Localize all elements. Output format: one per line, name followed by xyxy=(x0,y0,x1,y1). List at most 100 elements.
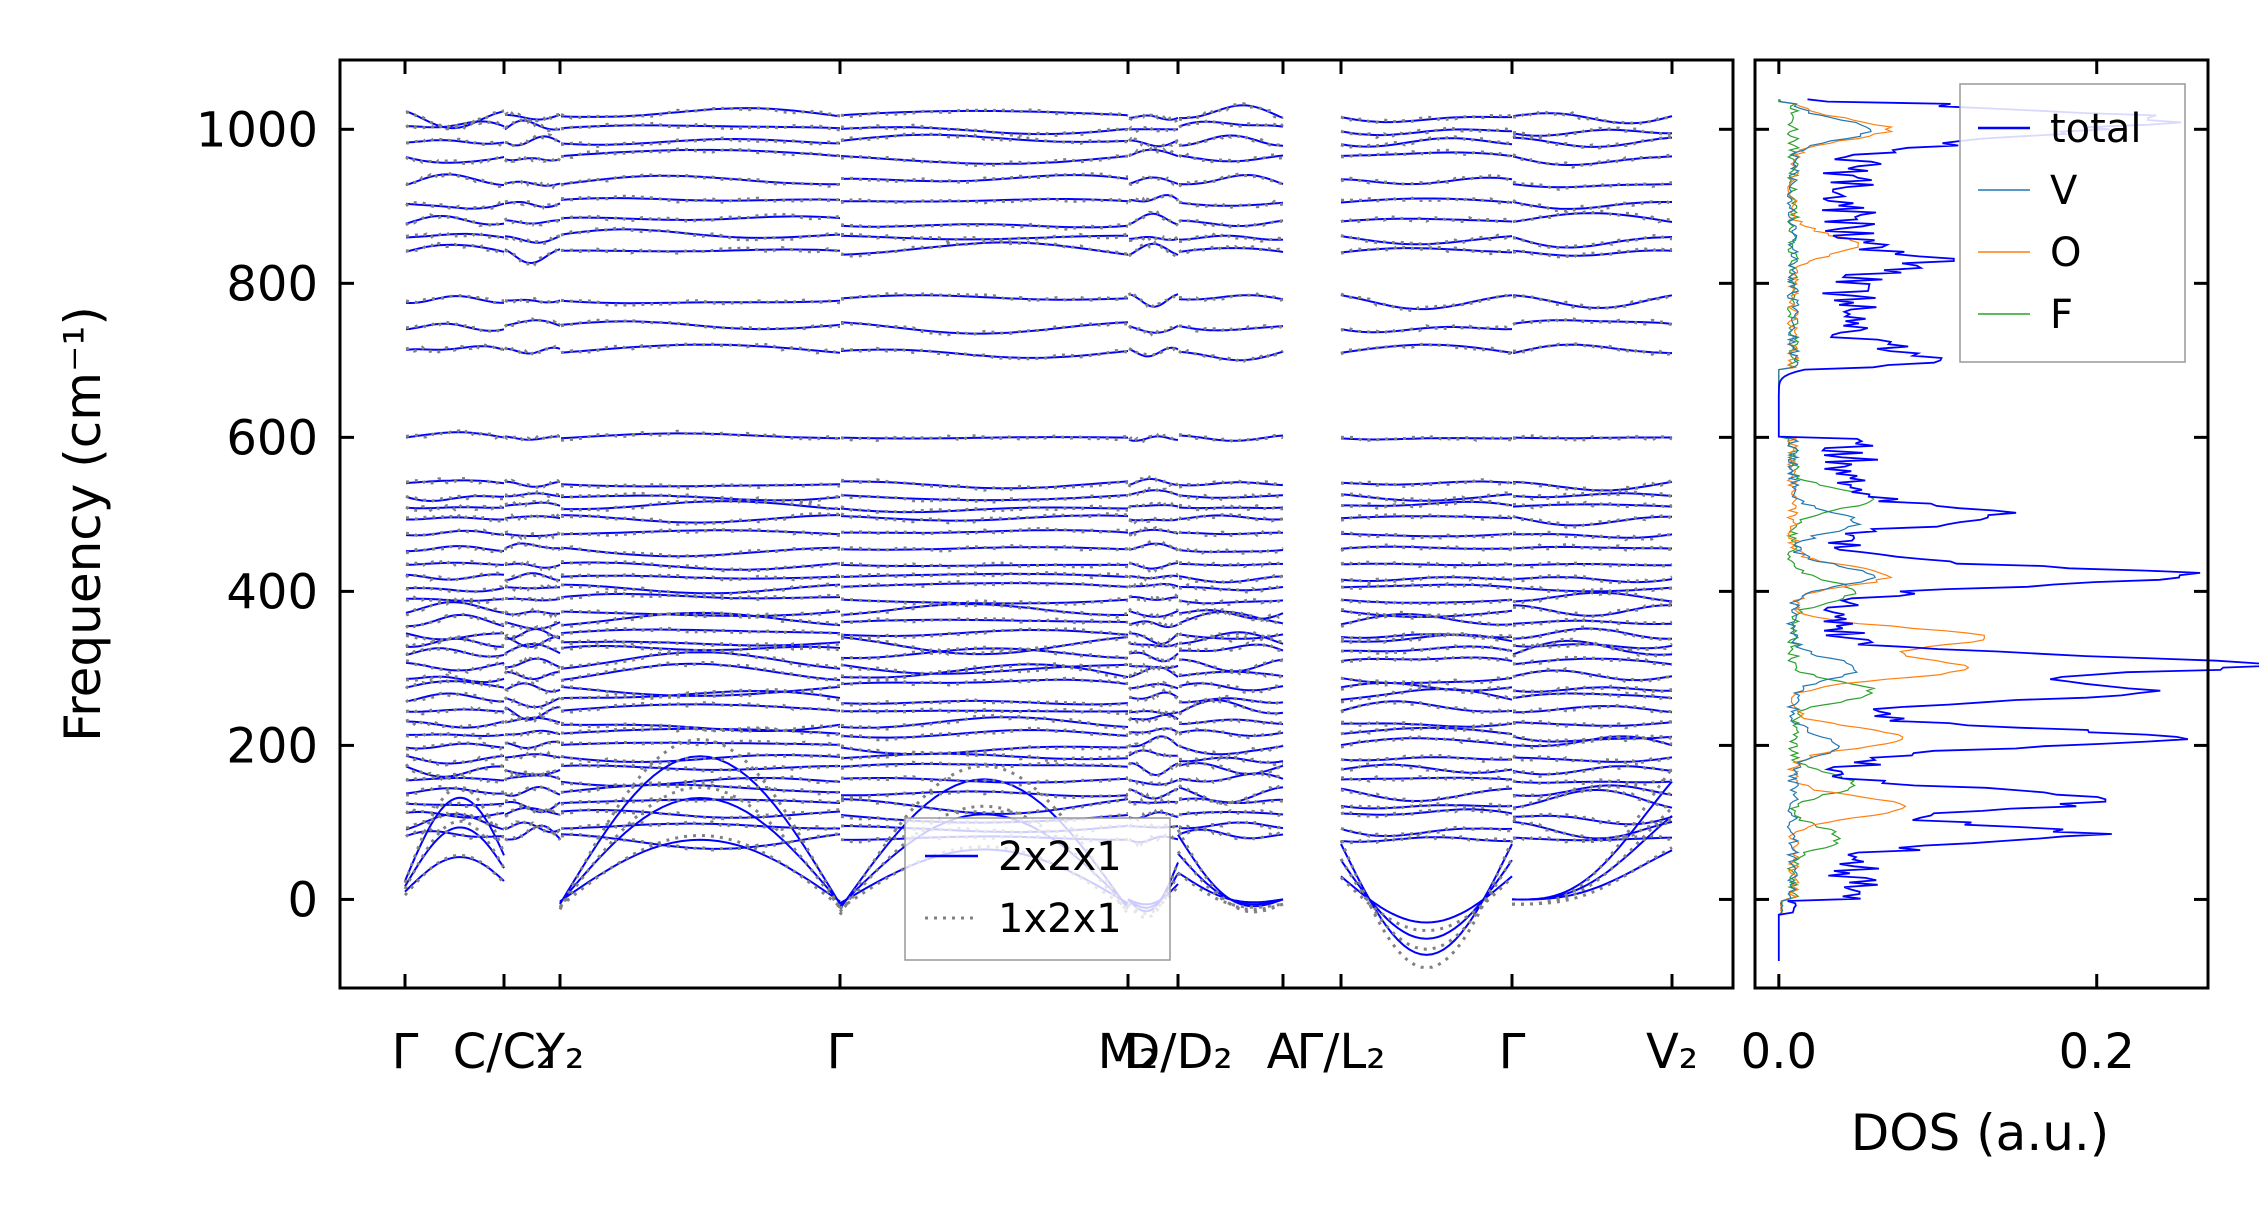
band-branch-1x2x1 xyxy=(840,131,1129,146)
band-branch-2x2x1 xyxy=(560,215,841,222)
band-branch-1x2x1 xyxy=(560,482,841,490)
band-branch-2x2x1 xyxy=(1512,669,1673,682)
band-branch-1x2x1 xyxy=(1512,818,1673,843)
band-branch-1x2x1 xyxy=(840,543,1129,553)
band-branch-2x2x1 xyxy=(1512,155,1673,166)
band-branch-1x2x1 xyxy=(1178,743,1284,758)
band-branch-1x2x1 xyxy=(1178,770,1284,785)
band-branch-1x2x1 xyxy=(560,429,841,442)
band-branch-1x2x1 xyxy=(1179,658,1284,675)
band-branch-1x2x1 xyxy=(504,798,561,815)
band-branch-1x2x1 xyxy=(503,624,561,642)
band-branch-2x2x1 xyxy=(1512,604,1672,617)
band-branch-1x2x1 xyxy=(405,774,505,784)
band-branch-1x2x1 xyxy=(1512,530,1673,542)
band-branch-1x2x1 xyxy=(1178,573,1284,585)
band-branch-1x2x1 xyxy=(1178,492,1284,502)
acoustic-branch-2x2x1 xyxy=(1511,780,1673,901)
band-branch-2x2x1 xyxy=(1340,197,1513,204)
band-branch-1x2x1 xyxy=(841,633,1129,656)
band-branch-1x2x1 xyxy=(1340,762,1513,776)
band-branch-1x2x1 xyxy=(840,645,1129,661)
band-branch-2x2x1 xyxy=(1340,804,1513,810)
band-branch-1x2x1 xyxy=(1340,342,1513,356)
band-branch-1x2x1 xyxy=(504,246,562,267)
band-branch-1x2x1 xyxy=(840,108,1129,119)
band-branch-1x2x1 xyxy=(840,616,1129,626)
band-branch-1x2x1 xyxy=(405,808,505,822)
band-branch-1x2x1 xyxy=(840,222,1129,231)
band-branch-1x2x1 xyxy=(1512,543,1673,552)
band-branch-1x2x1 xyxy=(1512,655,1673,666)
band-branch-1x2x1 xyxy=(560,807,841,821)
band-branch-2x2x1 xyxy=(560,483,841,488)
band-branch-1x2x1 xyxy=(1178,102,1284,122)
band-branch-1x2x1 xyxy=(405,731,505,740)
k-point-label: M₂ xyxy=(1098,1024,1159,1080)
band-branch-2x2x1 xyxy=(560,662,841,681)
band-branch-2x2x1 xyxy=(1512,294,1673,310)
band-branch-1x2x1 xyxy=(405,293,504,305)
band-branch-1x2x1 xyxy=(1512,624,1673,641)
band-branch-2x2x1 xyxy=(1512,789,1673,809)
band-branch-1x2x1 xyxy=(1127,572,1179,582)
dos-x-tick-label: 0.2 xyxy=(2059,1024,2135,1080)
dos-curve-f xyxy=(1778,99,1877,961)
band-branch-2x2x1 xyxy=(840,514,1129,522)
band-branch-1x2x1 xyxy=(840,570,1129,580)
band-branch-1x2x1 xyxy=(1340,244,1513,256)
band-branch-1x2x1 xyxy=(840,662,1129,677)
band-branch-1x2x1 xyxy=(560,687,841,702)
band-branch-1x2x1 xyxy=(560,701,841,714)
band-branch-1x2x1 xyxy=(560,212,841,224)
band-branch-2x2x1 xyxy=(1340,787,1513,802)
y-axis-label: Frequency (cm⁻¹) xyxy=(54,306,112,742)
band-branch-2x2x1 xyxy=(560,703,841,712)
band-branch-1x2x1 xyxy=(1127,607,1180,622)
k-point-label: A xyxy=(1267,1024,1300,1080)
band-branch-1x2x1 xyxy=(840,123,1129,138)
band-branch-1x2x1 xyxy=(1340,292,1513,313)
band-branch-1x2x1 xyxy=(840,154,1129,168)
band-branch-2x2x1 xyxy=(560,822,840,830)
band-branch-2x2x1 xyxy=(1512,756,1673,763)
band-branch-2x2x1 xyxy=(560,107,841,118)
band-branch-1x2x1 xyxy=(1178,232,1284,243)
band-branch-1x2x1 xyxy=(1128,663,1179,681)
band-branch-2x2x1 xyxy=(1340,645,1513,653)
acoustic-branch-1x2x1 xyxy=(1339,858,1514,951)
band-branch-2x2x1 xyxy=(504,785,561,797)
band-branch-1x2x1 xyxy=(1512,783,1673,799)
band-branch-1x2x1 xyxy=(405,706,505,716)
band-branch-1x2x1 xyxy=(405,153,505,166)
dos-curve-total xyxy=(1777,98,2259,961)
band-branch-1x2x1 xyxy=(840,750,1129,762)
band-branch-2x2x1 xyxy=(405,506,505,510)
band-branch-1x2x1 xyxy=(560,572,841,582)
band-branch-1x2x1 xyxy=(405,213,505,228)
band-branch-1x2x1 xyxy=(504,583,561,593)
band-branch-1x2x1 xyxy=(840,760,1129,771)
k-point-label: Γ/L₂ xyxy=(1297,1024,1386,1080)
band-branch-2x2x1 xyxy=(560,685,841,697)
band-branch-1x2x1 xyxy=(405,109,505,131)
band-branch-1x2x1 xyxy=(560,559,841,573)
band-branch-2x2x1 xyxy=(560,546,841,558)
band-branch-2x2x1 xyxy=(1340,763,1513,774)
band-branch-2x2x1 xyxy=(840,678,1129,686)
band-branch-1x2x1 xyxy=(840,232,1129,244)
y-tick-label: 200 xyxy=(226,718,318,774)
band-branch-1x2x1 xyxy=(1128,688,1179,703)
band-branch-2x2x1 xyxy=(406,545,505,553)
band-branch-1x2x1 xyxy=(1178,199,1284,210)
band-branch-1x2x1 xyxy=(1178,727,1284,740)
band-branch-1x2x1 xyxy=(1127,323,1180,337)
band-branch-2x2x1 xyxy=(560,137,841,146)
band-branch-1x2x1 xyxy=(405,343,505,354)
band-branch-1x2x1 xyxy=(504,750,562,762)
band-branch-1x2x1 xyxy=(405,117,505,130)
legend-label-f: F xyxy=(2050,292,2073,338)
band-branch-1x2x1 xyxy=(560,498,841,513)
band-branch-2x2x1 xyxy=(1128,651,1179,663)
band-branch-1x2x1 xyxy=(1512,342,1673,356)
